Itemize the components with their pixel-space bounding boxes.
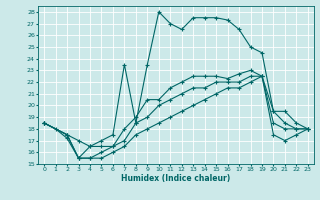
- X-axis label: Humidex (Indice chaleur): Humidex (Indice chaleur): [121, 174, 231, 183]
